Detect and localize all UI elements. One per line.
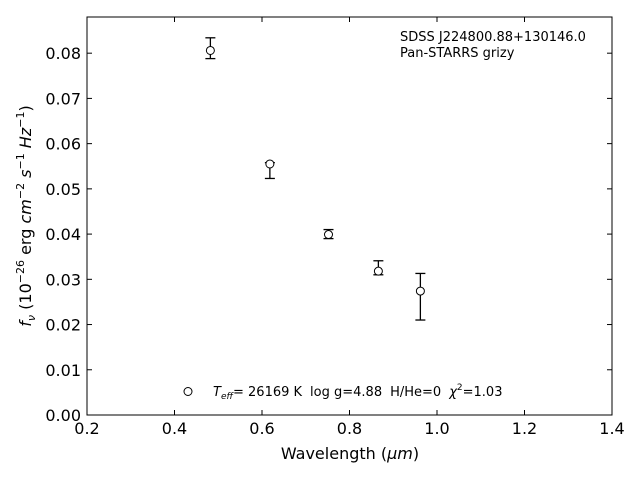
y-tick-label: 0.06 [45,135,81,154]
y-tick-label: 0.03 [45,270,81,289]
data-points-layer [205,37,426,321]
y-tick-label: 0.02 [45,316,81,335]
x-tick-label: 0.4 [162,419,187,438]
data-marker [205,45,215,55]
x-tick-label: 1.0 [424,419,449,438]
data-point [205,37,216,60]
plot-frame [86,16,613,416]
y-tick-label: 0.07 [45,89,81,108]
y-tick-label: 0.05 [45,180,81,199]
data-marker [265,159,275,169]
y-tick-label: 0.04 [45,225,81,244]
data-marker [415,286,425,296]
x-tick-label: 1.2 [512,419,537,438]
x-tick-label: 1.4 [599,419,624,438]
legend-marker [183,387,193,396]
data-point [415,272,426,321]
x-tick-label: 0.6 [249,419,274,438]
y-axis-label: fν (10−26 erg cm−2 s−1 Hz−1) [14,105,38,326]
data-marker [324,230,333,240]
x-tick-label: 0.8 [337,419,362,438]
annotation-survey: Pan-STARRS grizy [400,46,515,61]
y-tick-label: 0.08 [45,44,81,63]
tick-layer: 0.2 0.4 0.6 0.8 1.0 1.2 1.4 0.00 0.01 0.02 0.03 0.0… [45,17,625,438]
x-axis-label: Wavelength (μm) [281,444,419,463]
y-tick-label: 0.01 [45,361,81,380]
data-point [323,228,334,240]
data-marker [373,266,383,276]
y-tick-label: 0.00 [45,406,81,425]
data-point [373,260,384,276]
x-tick-label: 0.2 [74,419,99,438]
data-point [264,159,275,180]
annotation-object-name: SDSS J224800.88+130146.0 [400,30,586,45]
